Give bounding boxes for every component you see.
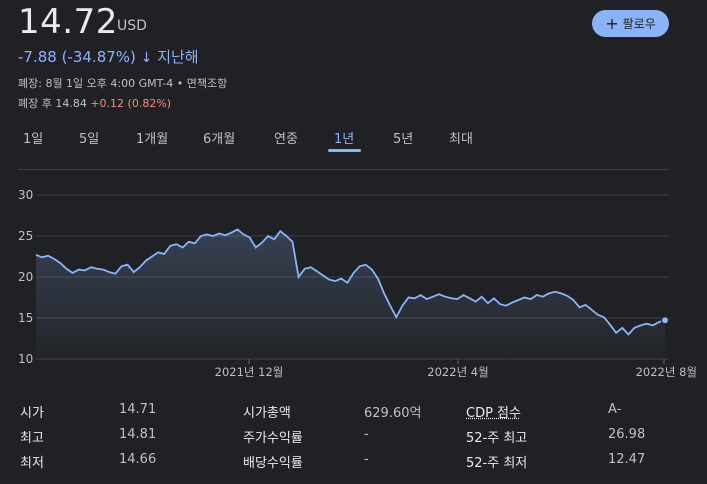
tab-5d[interactable]: 5일 [79, 132, 100, 147]
stat-value: 26.98 [608, 427, 646, 442]
stat-value: 14.81 [119, 427, 157, 442]
active-tab-indicator [328, 149, 361, 152]
y-tick-label: 30 [18, 188, 33, 202]
tab-1m[interactable]: 1개월 [136, 132, 169, 147]
y-axis-labels: 10 15 20 25 30 [18, 188, 33, 366]
stat-label: 시가총액 [243, 406, 291, 421]
price-line [35, 228, 666, 336]
tab-1d[interactable]: 1일 [23, 132, 44, 147]
stat-value: 14.71 [119, 402, 157, 417]
tab-5y[interactable]: 5년 [393, 132, 414, 147]
y-tick-label: 15 [18, 311, 33, 325]
price-chart: 10 15 20 25 30 2021년 12월 2022년 4월 2022년 8월 [18, 188, 697, 379]
price-change-period: 지난해 [157, 48, 199, 66]
stat-value: - [364, 452, 369, 467]
stat-label: 52-주 최고 [466, 431, 528, 446]
price-change-value: -7.88 (-34.87%) [18, 48, 136, 66]
follow-button-label: 팔로우 [622, 17, 656, 31]
tab-1y[interactable]: 1년 [334, 132, 355, 147]
stat-label: 배당수익률 [243, 456, 303, 471]
follow-button[interactable]: + 팔로우 [592, 10, 669, 37]
stat-label[interactable]: CDP 점수 [466, 406, 521, 421]
stat-label: 최고 [20, 431, 44, 446]
y-tick-label: 20 [18, 270, 33, 284]
y-tick-label: 10 [18, 352, 33, 366]
stat-value: 12.47 [608, 452, 646, 467]
stat-value: 629.60억 [364, 406, 422, 421]
currency-label: USD [117, 18, 147, 34]
after-hours-info: 폐장 후 14.84 +0.12 (0.82%) [18, 95, 171, 111]
stock-price: 14.72 [18, 2, 118, 42]
close-info: 폐장: 8월 1일 오후 4:00 GMT-4 • 면책조항 [18, 77, 228, 90]
divider [18, 169, 669, 170]
stat-label: 52-주 최저 [466, 456, 528, 471]
after-hours-change: +0.12 (0.82%) [90, 97, 172, 110]
y-tick-label: 25 [18, 229, 33, 243]
price-change: -7.88 (-34.87%) ↓ 지난해 [18, 46, 199, 67]
price-area [36, 229, 665, 359]
after-hours-label: 폐장 후 14.84 [18, 97, 87, 110]
stat-label: 주가수익률 [243, 431, 303, 446]
tab-ytd[interactable]: 연중 [274, 132, 298, 147]
current-price-dot [661, 316, 669, 325]
stat-label: 최저 [20, 456, 44, 471]
x-tick-label: 2022년 8월 [636, 365, 697, 379]
range-tabs: 1일 5일 1개월 6개월 연중 1년 5년 최대 [0, 128, 707, 152]
x-tick-label: 2021년 12월 [215, 365, 284, 379]
stat-value: 14.66 [119, 452, 157, 467]
stat-label: 시가 [20, 406, 44, 421]
stat-value: - [364, 427, 369, 442]
arrow-down-icon: ↓ [140, 50, 153, 66]
tab-6m[interactable]: 6개월 [203, 132, 236, 147]
x-tick-label: 2022년 4월 [427, 365, 488, 379]
x-axis-labels: 2021년 12월 2022년 4월 2022년 8월 [215, 359, 697, 379]
stat-value: A- [608, 402, 622, 417]
tab-max[interactable]: 최대 [449, 132, 473, 147]
plus-icon: + [605, 13, 619, 33]
